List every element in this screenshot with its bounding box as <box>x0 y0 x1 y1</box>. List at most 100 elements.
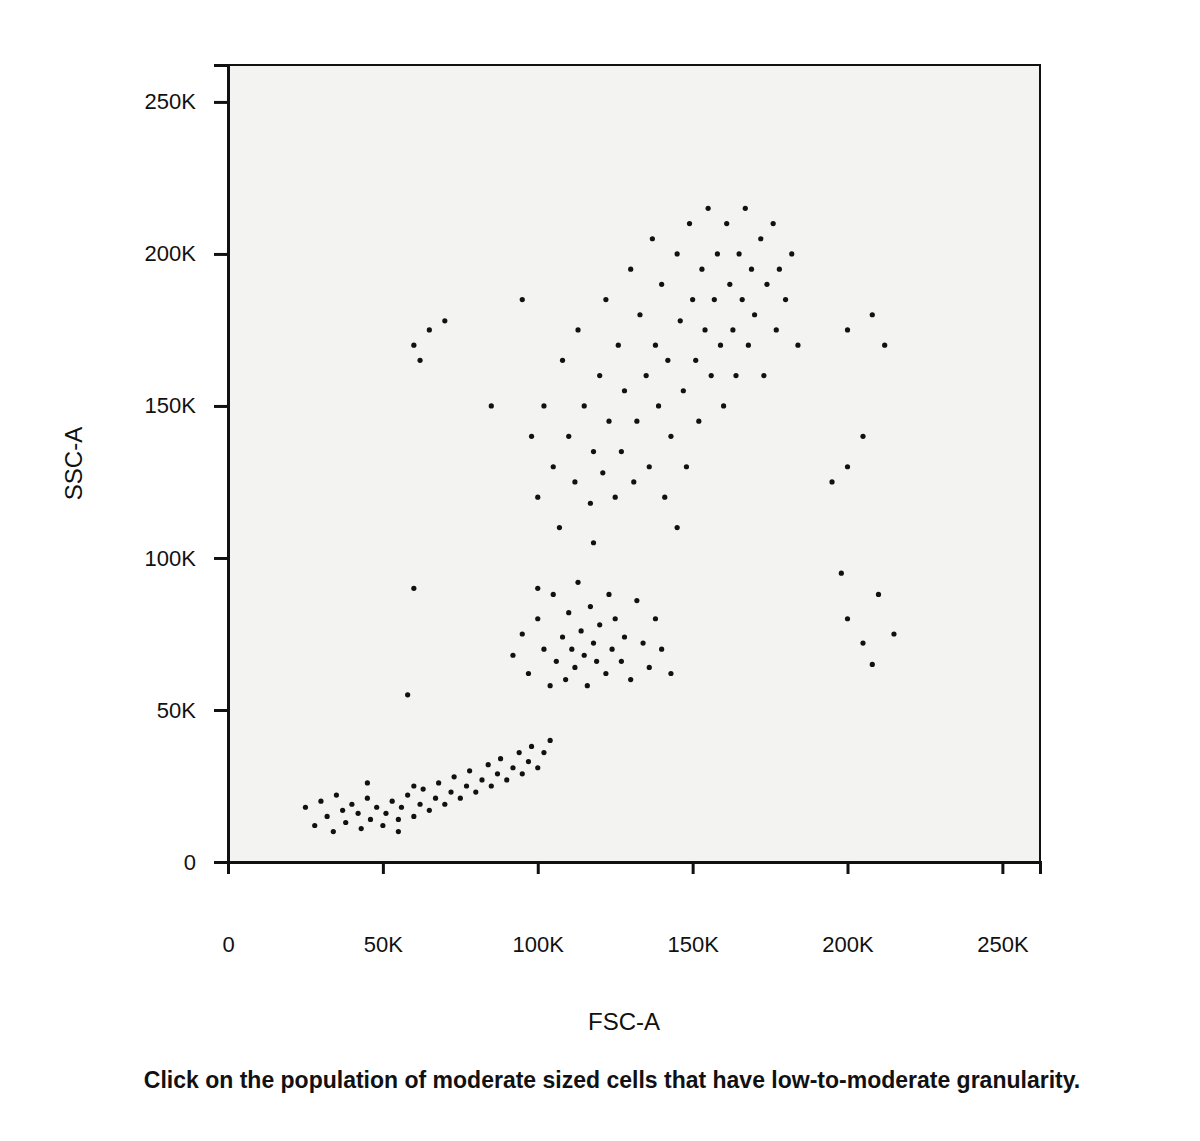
event-point <box>442 802 447 807</box>
event-point <box>411 343 416 348</box>
event-point <box>489 783 494 788</box>
x-axis-tick-label: 150K <box>667 932 719 957</box>
event-point <box>396 829 401 834</box>
event-point <box>572 665 577 670</box>
event-point <box>566 610 571 615</box>
event-point <box>325 814 330 819</box>
event-point <box>436 780 441 785</box>
event-point <box>541 750 546 755</box>
y-axis-tick-label: 50K <box>157 698 196 723</box>
event-point <box>365 796 370 801</box>
event-point <box>312 823 317 828</box>
y-axis-tick-mark <box>214 861 228 864</box>
event-point <box>656 403 661 408</box>
event-point <box>613 495 618 500</box>
event-point <box>427 327 432 332</box>
points <box>303 206 897 834</box>
event-point <box>368 817 373 822</box>
event-point <box>396 817 401 822</box>
event-point <box>668 434 673 439</box>
event-point <box>634 598 639 603</box>
y-axis-tick: 50K <box>157 698 228 723</box>
event-point <box>606 419 611 424</box>
event-point <box>733 373 738 378</box>
event-point <box>467 768 472 773</box>
event-point <box>597 622 602 627</box>
event-point <box>334 793 339 798</box>
event-point <box>448 789 453 794</box>
event-point <box>417 358 422 363</box>
event-point <box>427 808 432 813</box>
x-axis-tick: 100K <box>513 862 565 957</box>
x-axis-tick: 150K <box>667 862 719 957</box>
event-point <box>520 771 525 776</box>
event-point <box>411 586 416 591</box>
event-point <box>684 464 689 469</box>
event-point <box>706 206 711 211</box>
event-point <box>690 297 695 302</box>
event-point <box>860 640 865 645</box>
y-axis-tick: 100K <box>145 546 228 571</box>
event-point <box>535 495 540 500</box>
event-point <box>529 434 534 439</box>
event-point <box>693 358 698 363</box>
event-point <box>619 659 624 664</box>
event-point <box>613 616 618 621</box>
y-axis-tick-label: 100K <box>145 546 197 571</box>
event-point <box>458 796 463 801</box>
event-point <box>569 647 574 652</box>
event-point <box>870 662 875 667</box>
event-point <box>761 373 766 378</box>
event-point <box>541 403 546 408</box>
event-point <box>411 814 416 819</box>
event-point <box>575 327 580 332</box>
event-point <box>331 829 336 834</box>
x-axis: 050K100K150K200K250K <box>222 862 1040 957</box>
event-point <box>529 744 534 749</box>
event-point <box>783 297 788 302</box>
event-point <box>839 571 844 576</box>
event-point <box>724 221 729 226</box>
y-axis-tick-label: 0 <box>184 850 196 875</box>
event-point <box>535 586 540 591</box>
event-point <box>659 282 664 287</box>
event-point <box>548 683 553 688</box>
event-point <box>597 373 602 378</box>
event-point <box>687 221 692 226</box>
event-point <box>699 267 704 272</box>
event-point <box>628 267 633 272</box>
event-point <box>517 750 522 755</box>
event-point <box>640 640 645 645</box>
x-axis-tick-label: 50K <box>364 932 403 957</box>
event-point <box>712 297 717 302</box>
event-point <box>486 762 491 767</box>
event-point <box>541 647 546 652</box>
event-point <box>390 799 395 804</box>
event-point <box>622 388 627 393</box>
event-point <box>829 479 834 484</box>
event-point <box>411 783 416 788</box>
event-point <box>591 540 596 545</box>
event-point <box>399 805 404 810</box>
event-point <box>526 671 531 676</box>
event-point <box>709 373 714 378</box>
event-point <box>603 297 608 302</box>
event-point <box>554 659 559 664</box>
event-point <box>653 616 658 621</box>
y-axis-tick: 200K <box>145 241 228 266</box>
event-point <box>510 653 515 658</box>
event-point <box>433 796 438 801</box>
x-axis-tick-mark <box>1001 862 1004 874</box>
event-point <box>359 826 364 831</box>
event-point <box>585 683 590 688</box>
event-point <box>668 671 673 676</box>
x-axis-tick: 50K <box>364 862 403 957</box>
x-axis-tick-mark <box>537 862 540 874</box>
event-point <box>743 206 748 211</box>
event-point <box>365 780 370 785</box>
event-point <box>637 312 642 317</box>
event-point <box>603 671 608 676</box>
event-point <box>777 267 782 272</box>
y-axis-tick-label: 150K <box>145 393 197 418</box>
event-point <box>588 604 593 609</box>
